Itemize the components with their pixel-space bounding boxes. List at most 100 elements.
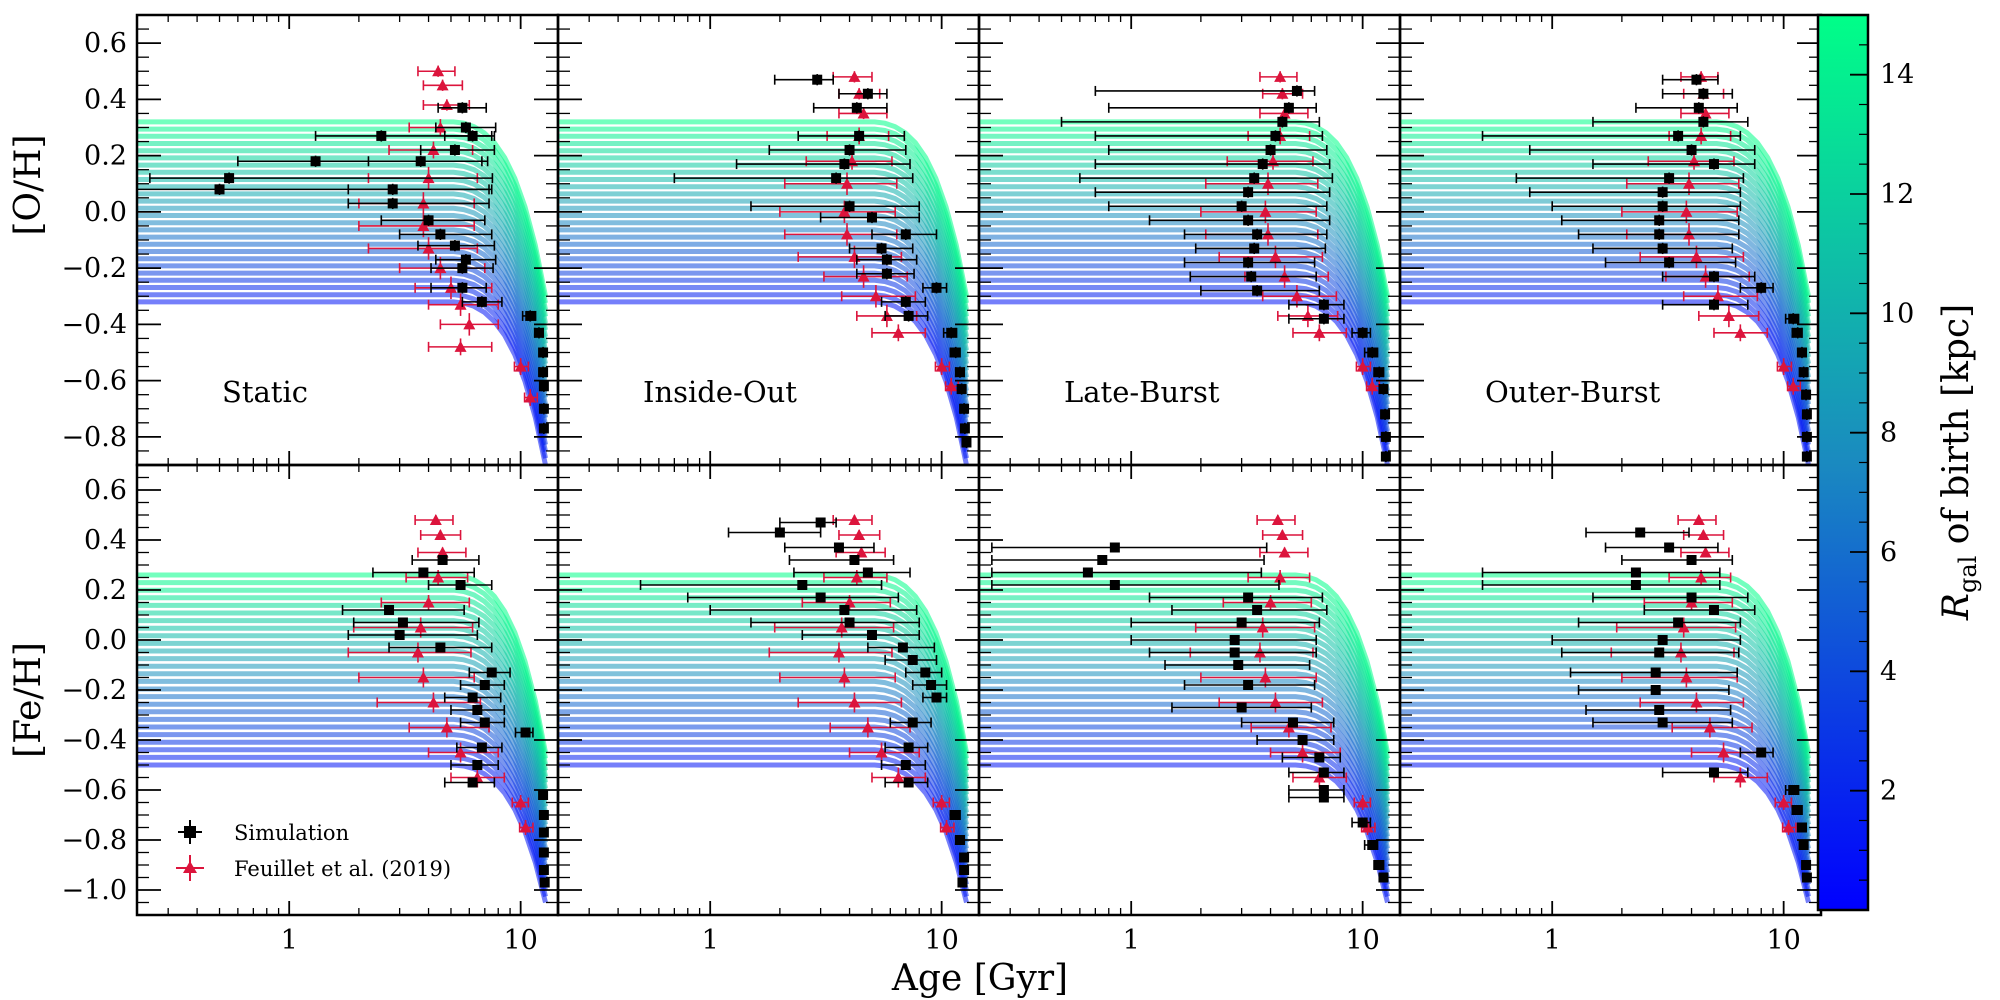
observed-point (1682, 285, 1759, 308)
observed-point (347, 642, 472, 663)
model-track (137, 205, 548, 378)
simulation-point (1801, 450, 1812, 463)
simulation-point (812, 102, 888, 114)
observed-marker (436, 546, 449, 558)
simulation-point (538, 865, 549, 875)
observed-marker (869, 290, 882, 302)
simulation-point (991, 555, 1265, 565)
observed-point (773, 617, 895, 638)
observed-marker (1703, 721, 1716, 733)
model-track (137, 747, 548, 892)
colorbar-tick-label: 14 (1880, 60, 1914, 91)
model-track (137, 595, 548, 771)
model-track (137, 656, 548, 820)
simulation-point (1148, 592, 1324, 603)
colorbar-tick-label: 10 (1880, 298, 1914, 329)
simulation-marker (538, 827, 549, 838)
model-track (558, 184, 969, 358)
simulation-marker (1657, 635, 1668, 645)
simulation-marker (931, 282, 942, 293)
simulation-marker (1243, 187, 1254, 198)
simulation-marker (1796, 822, 1807, 833)
simulation-point (538, 847, 549, 858)
observed-marker (422, 596, 435, 608)
simulation-point (430, 282, 488, 294)
simulation-point (1784, 313, 1800, 325)
colorbar-tick-label: 12 (1880, 179, 1914, 210)
model-track (1400, 572, 1811, 753)
simulation-marker (1657, 201, 1668, 212)
simulation-marker (926, 680, 937, 690)
simulation-point (856, 268, 915, 280)
simulation-point (380, 214, 486, 226)
model-track (979, 580, 1390, 759)
simulation-point (750, 200, 921, 212)
model-track (979, 602, 1390, 778)
model-track (979, 656, 1390, 820)
simulation-point (880, 296, 927, 308)
model-track (558, 671, 969, 832)
observed-point (376, 692, 482, 713)
model-track (558, 263, 969, 432)
model-tracks (558, 572, 969, 904)
observed-point (1774, 795, 1793, 810)
simulation-marker (538, 403, 549, 414)
model-track (979, 184, 1390, 358)
simulation-point (538, 422, 549, 435)
model-track (137, 709, 548, 862)
y-tick-label: 0.6 (84, 475, 127, 506)
simulation-point (1577, 617, 1742, 628)
simulation-point (419, 144, 496, 156)
simulation-marker (1691, 74, 1702, 85)
observed-marker (1782, 821, 1795, 833)
simulation-marker (1657, 717, 1668, 728)
simulation-marker (900, 229, 911, 240)
simulation-point (1592, 592, 1749, 603)
legend-entry-simulation: Simulation (178, 820, 349, 845)
simulation-marker (866, 630, 877, 640)
model-track (558, 191, 969, 365)
model-track (979, 648, 1390, 814)
simulation-marker (457, 263, 468, 274)
simulation-point (1380, 408, 1391, 420)
simulation-point (1171, 605, 1328, 615)
simulation-point (673, 172, 914, 184)
simulation-point (1592, 116, 1749, 128)
simulation-point (1148, 647, 1318, 658)
model-track (137, 177, 548, 351)
simulation-marker (876, 243, 887, 254)
simulation-marker (1664, 173, 1675, 184)
simulation-marker (907, 717, 918, 728)
simulation-point (1798, 840, 1809, 850)
simulation-point (437, 102, 488, 114)
simulation-point (942, 327, 958, 339)
simulation-marker (1243, 592, 1254, 603)
simulation-marker (486, 667, 497, 678)
simulation-marker (455, 580, 466, 590)
simulation-marker (479, 680, 490, 690)
observed-marker (1256, 621, 1269, 633)
simulation-point (1791, 327, 1803, 339)
simulation-marker (1788, 785, 1799, 795)
model-track (558, 618, 969, 790)
simulation-marker (956, 384, 967, 395)
model-track (558, 732, 969, 880)
model-track (1400, 234, 1811, 405)
simulation-marker (1673, 130, 1684, 141)
simulation-point (1577, 685, 1730, 695)
simulation-marker (538, 381, 549, 392)
simulation-marker (1287, 717, 1298, 728)
y-tick-label: −0.2 (61, 253, 127, 284)
simulation-marker (1378, 872, 1389, 883)
observed-marker (429, 514, 442, 525)
simulation-point (1351, 327, 1372, 339)
simulation-marker (479, 717, 490, 728)
model-track (558, 256, 969, 426)
simulation-marker (866, 212, 877, 223)
observed-point (1786, 377, 1802, 395)
y-tick-label: −0.4 (61, 725, 127, 756)
model-track (558, 572, 969, 753)
simulation-point (911, 680, 948, 690)
model-track (558, 227, 969, 399)
simulation-point (435, 121, 497, 134)
